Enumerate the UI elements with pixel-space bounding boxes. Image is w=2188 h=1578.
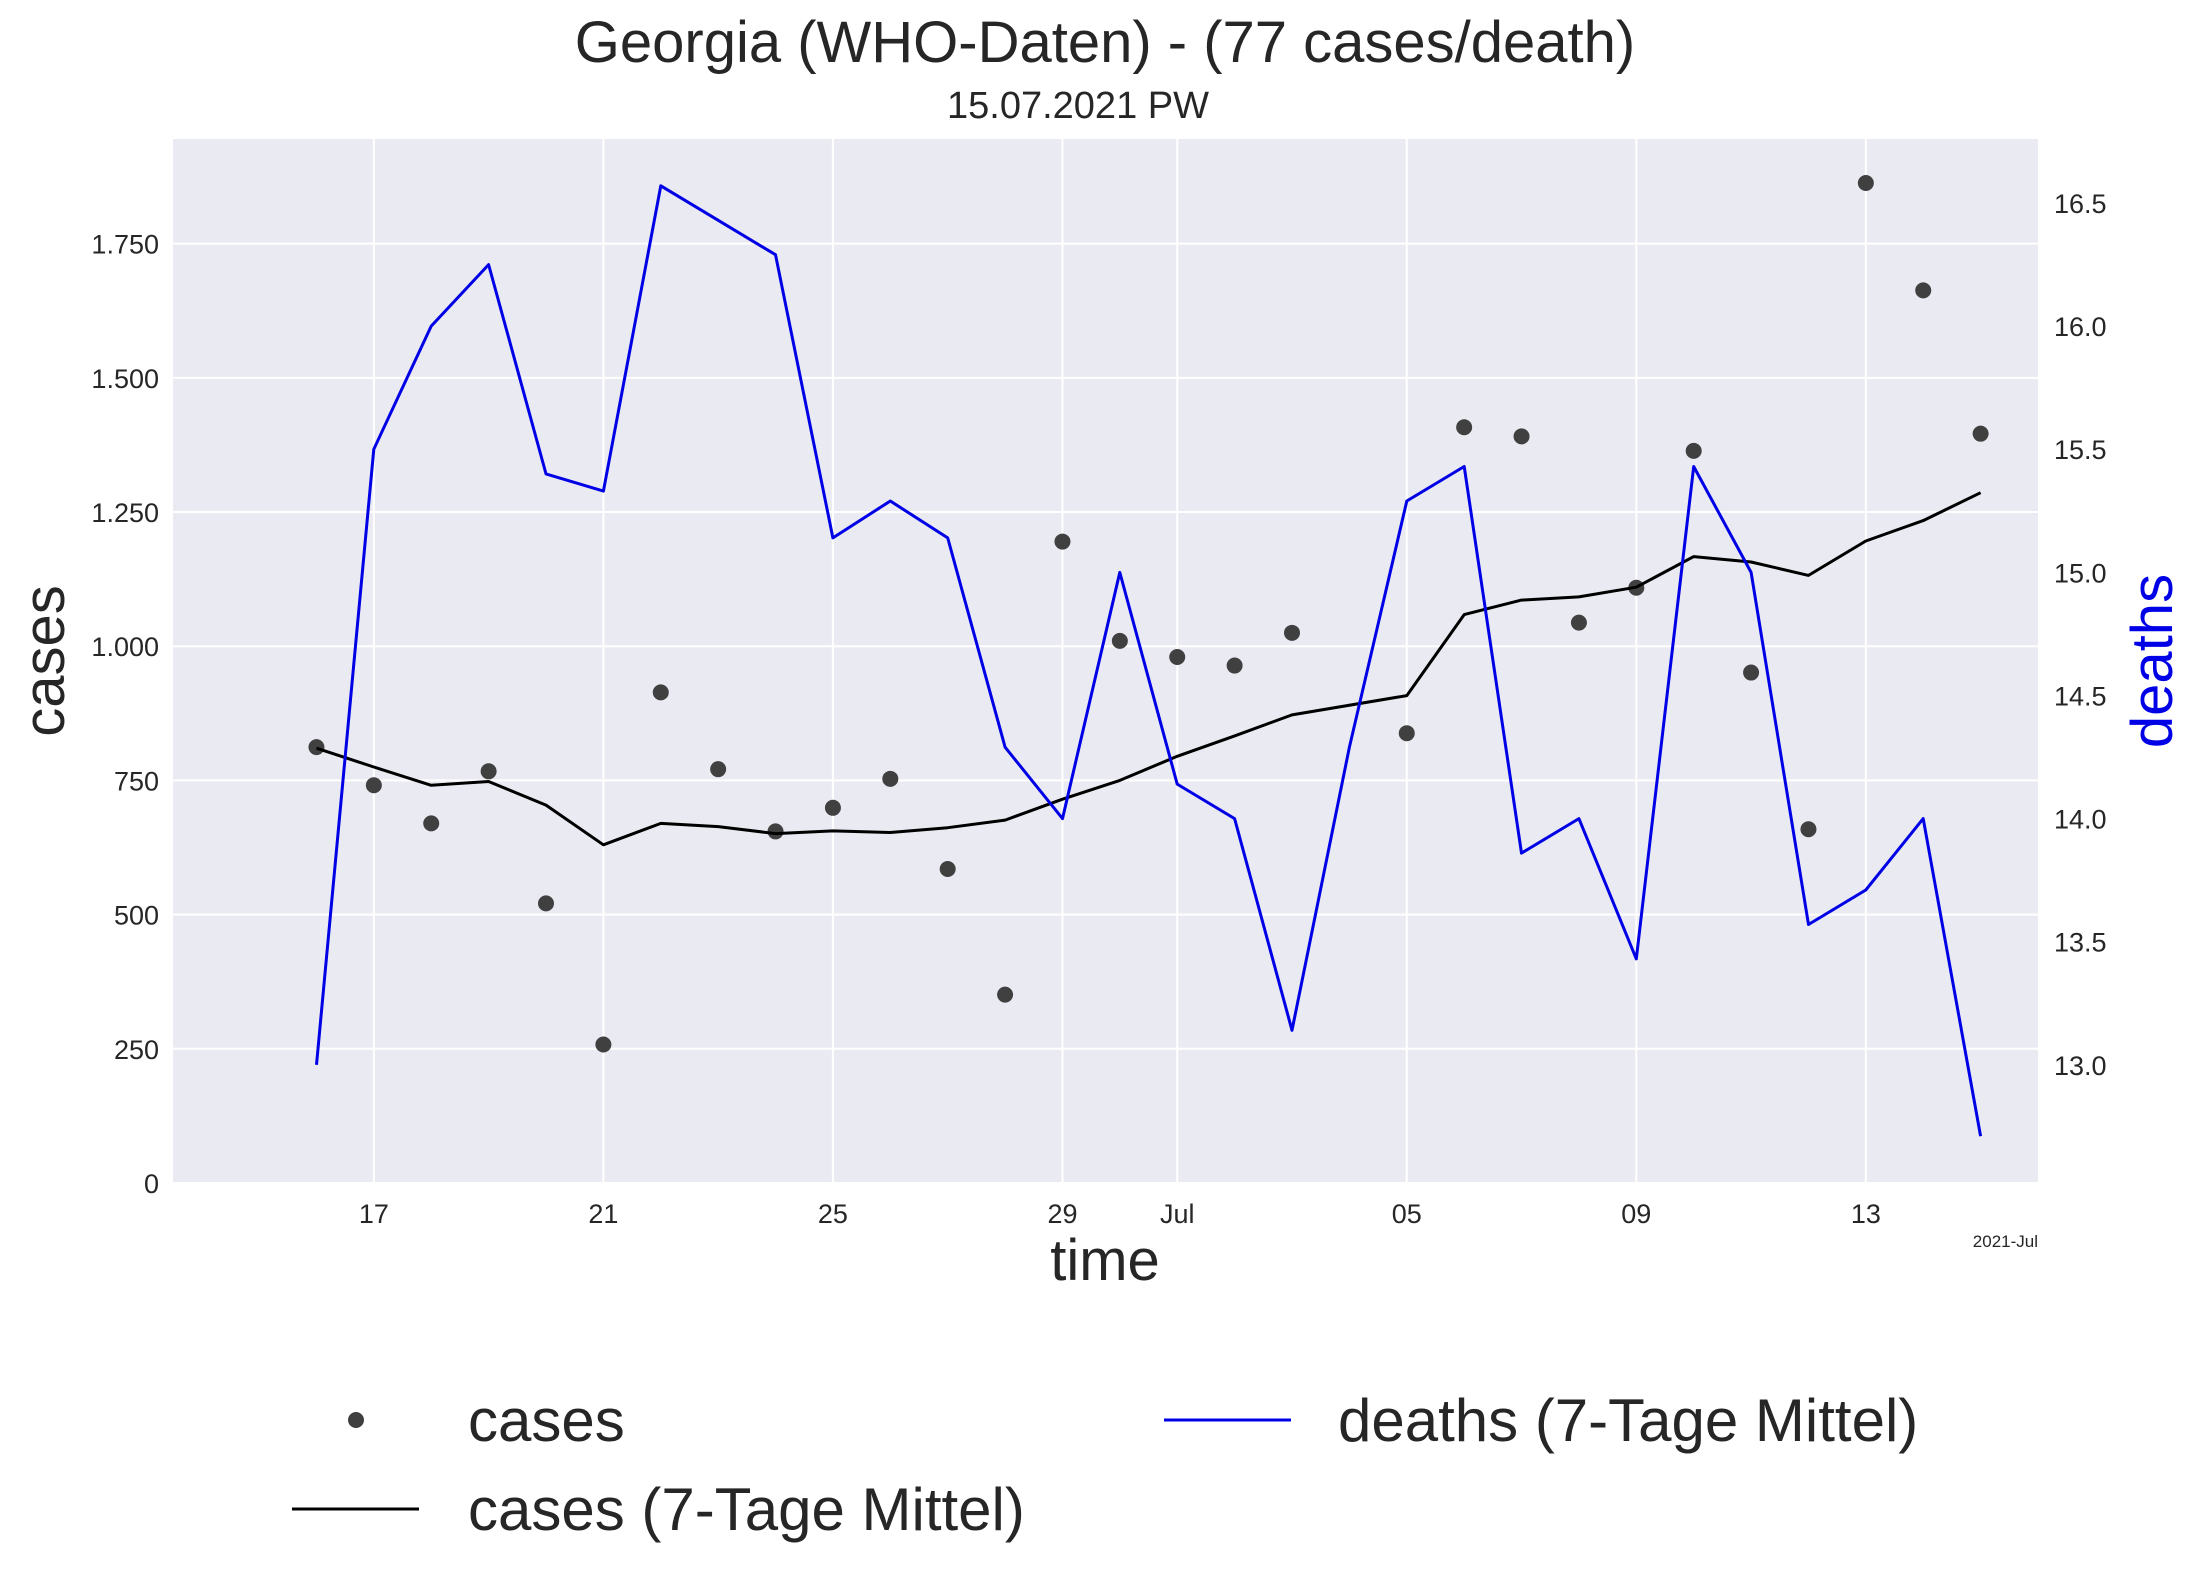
y-right-tick-label: 15.5: [2054, 435, 2107, 465]
legend-marker-cases: [348, 1412, 364, 1428]
point-cases: [1111, 632, 1128, 649]
y-right-tick-label: 15.0: [2054, 558, 2107, 588]
legend-entry-cases: cases: [348, 1387, 625, 1454]
legend-label-cases: cases: [468, 1387, 625, 1454]
legend-entry-cases-7-day-mean: cases (7-Tage Mittel): [292, 1476, 1025, 1543]
legend-label-cases-7-day-mean: cases (7-Tage Mittel): [468, 1476, 1025, 1543]
point-cases: [882, 770, 899, 787]
y-left-tick-label: 500: [114, 901, 159, 931]
y-axis-right-label: deaths: [2120, 574, 2185, 748]
y-right-tick-label: 13.5: [2054, 928, 2107, 958]
point-cases: [824, 799, 841, 816]
y-right-tick-label: 14.0: [2054, 805, 2107, 835]
point-cases: [1169, 648, 1186, 665]
point-cases: [710, 761, 727, 778]
x-tick-label: 21: [588, 1199, 618, 1229]
point-cases: [308, 739, 325, 756]
point-cases: [997, 986, 1014, 1003]
legend-label-deaths-7-day-mean: deaths (7-Tage Mittel): [1338, 1387, 1918, 1454]
point-cases: [480, 763, 497, 780]
point-cases: [1284, 624, 1300, 641]
y-right-tick-label: 14.5: [2054, 681, 2107, 711]
point-cases: [1398, 725, 1415, 742]
point-cases: [652, 684, 669, 701]
x-tick-label: 25: [818, 1199, 848, 1229]
x-tick-label: 29: [1047, 1199, 1077, 1229]
y-left-tick-label: 250: [114, 1035, 159, 1065]
y-right-tick-label: 16.0: [2054, 312, 2107, 342]
x-offset-label: 2021-Jul: [1973, 1232, 2038, 1251]
x-tick-label: 13: [1851, 1199, 1881, 1229]
y-axis-left-label: cases: [12, 585, 77, 737]
x-tick-label: Jul: [1160, 1199, 1195, 1229]
y-right-tick-label: 16.5: [2054, 189, 2107, 219]
point-cases: [767, 823, 784, 840]
point-cases: [939, 860, 956, 877]
point-cases: [538, 895, 554, 912]
point-cases: [1915, 282, 1932, 299]
y-left-tick-label: 750: [114, 766, 159, 796]
point-cases: [423, 815, 440, 832]
point-cases: [1054, 533, 1071, 550]
y-left-tick-label: 1.000: [91, 632, 159, 662]
y-left-tick-label: 0: [144, 1169, 159, 1199]
y-left-tick-label: 1.500: [91, 364, 159, 394]
point-cases: [1513, 428, 1530, 445]
point-cases: [1800, 821, 1817, 838]
plot-area: [173, 139, 2038, 1183]
point-cases: [1857, 175, 1874, 192]
point-cases: [1743, 664, 1760, 681]
line-cases-7-tage-mittel: [316, 491, 1982, 847]
x-tick-label: 17: [359, 1199, 389, 1229]
point-cases: [365, 777, 382, 794]
legend: cases cases (7-Tage Mittel) deaths (7-Ta…: [292, 1387, 1918, 1543]
y-right-tick-label: 13.0: [2054, 1051, 2107, 1081]
x-tick-label: 09: [1621, 1199, 1651, 1229]
series-layer: [308, 175, 1989, 1137]
y-left-tick-label: 1.250: [91, 498, 159, 528]
line-deaths-7-tage-mittel: [315, 184, 1983, 1137]
point-cases: [595, 1036, 612, 1053]
point-cases: [1570, 614, 1587, 631]
ticks-layer: 17 21 25 29 Jul 05 09 13 0 250 500 750 1.000 1.250 1.5…: [91, 189, 2106, 1229]
legend-entry-deaths-7-day-mean: deaths (7-Tage Mittel): [1164, 1387, 1918, 1454]
x-tick-label: 05: [1392, 1199, 1422, 1229]
chart-title: Georgia (WHO-Daten) - (77 cases/death): [575, 10, 1635, 75]
x-axis-label: time: [1050, 1228, 1160, 1293]
y-left-tick-label: 1.750: [91, 230, 159, 260]
point-cases: [1456, 419, 1473, 436]
point-cases: [1972, 425, 1989, 442]
point-cases: [1685, 442, 1702, 459]
point-cases: [1226, 657, 1243, 674]
chart-subtitle: 15.07.2021 PW: [947, 85, 1209, 127]
